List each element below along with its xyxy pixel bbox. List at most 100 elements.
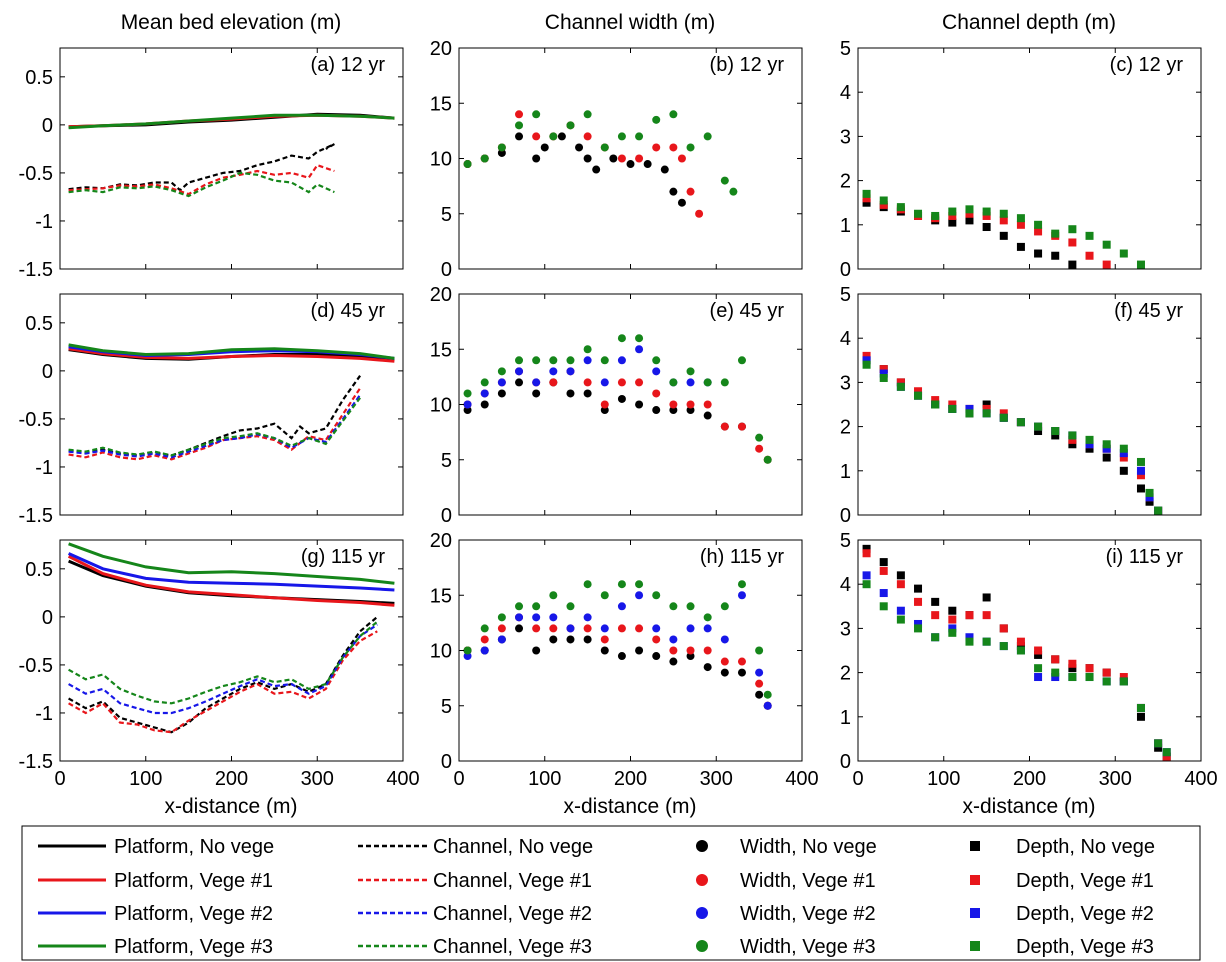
- point-width-vege-3: [720, 176, 729, 185]
- point-width-vege-3: [755, 433, 764, 442]
- point-width-vege-1: [480, 635, 489, 644]
- legend-label-channel-v2: Channel, Vege #2: [433, 903, 592, 925]
- series-platform-vege-3: [68, 343, 395, 360]
- point-width-vege-1: [720, 657, 729, 666]
- point-width-vege-2: [703, 624, 712, 633]
- point-depth-vege-1: [1085, 251, 1094, 260]
- plot-area: [68, 112, 395, 198]
- point-depth-vege-1: [1016, 220, 1025, 229]
- ytick-label: 1: [840, 215, 851, 237]
- point-depth-vege-3: [982, 637, 991, 646]
- point-width-vege-3: [652, 356, 661, 365]
- legend-swatch-depth-v2: [970, 908, 980, 918]
- point-width-vege-2: [497, 635, 506, 644]
- point-width-vege-2: [737, 591, 746, 600]
- legend-box: [21, 825, 1201, 961]
- point-width-no-vege: [463, 406, 472, 415]
- xlabel-width: x-distance (m): [563, 795, 696, 818]
- point-width-vege-1: [703, 646, 712, 655]
- ytick-label: 0: [441, 259, 452, 281]
- point-depth-no-vege: [1016, 242, 1025, 251]
- xtick-label: 300: [1099, 768, 1132, 790]
- xtick-label: 200: [1013, 768, 1046, 790]
- ytick-label: 2: [840, 171, 851, 193]
- point-depth-vege-3: [1068, 431, 1077, 440]
- series-channel-vege-1: [68, 387, 362, 461]
- point-width-no-vege: [480, 400, 489, 409]
- point-depth-no-vege: [1145, 497, 1154, 506]
- point-width-no-vege: [635, 400, 644, 409]
- point-width-vege-3: [652, 115, 661, 124]
- axes-frame: [458, 539, 803, 762]
- panel-label: (f) 45 yr: [1114, 300, 1183, 322]
- point-depth-vege-3: [1068, 225, 1077, 234]
- point-depth-vege-3: [1145, 488, 1154, 497]
- point-width-vege-3: [532, 602, 541, 611]
- point-width-vege-3: [480, 378, 489, 387]
- point-width-no-vege: [532, 154, 541, 163]
- ytick-label: 0: [42, 361, 53, 383]
- ytick-label: 0: [441, 505, 452, 527]
- point-depth-no-vege: [1154, 743, 1163, 752]
- point-width-vege-2: [635, 345, 644, 354]
- point-width-vege-1: [703, 400, 712, 409]
- point-width-vege-2: [532, 613, 541, 622]
- ytick-label: 0: [42, 607, 53, 629]
- ytick-label: 15: [430, 585, 452, 607]
- legend-swatch-width-v1: [696, 874, 708, 886]
- legend-label-channel-v1: Channel, Vege #1: [433, 870, 592, 892]
- point-width-vege-1: [635, 154, 644, 163]
- point-depth-vege-1: [999, 624, 1008, 633]
- point-depth-no-vege: [1051, 251, 1060, 260]
- ytick-label: 10: [430, 641, 452, 663]
- point-depth-vege-3: [982, 409, 991, 418]
- point-depth-vege-3: [1154, 506, 1163, 515]
- ytick-label: -1: [35, 457, 53, 479]
- point-width-vege-3: [763, 690, 772, 699]
- point-width-no-vege: [720, 668, 729, 677]
- point-depth-vege-3: [862, 360, 871, 369]
- panel-width-2: 20 15 10 5 0 (e) 45 yr: [430, 284, 803, 527]
- ytick-label: 5: [840, 284, 851, 306]
- point-width-no-vege: [557, 132, 566, 141]
- point-depth-vege-2: [862, 571, 871, 580]
- point-width-no-vege: [583, 389, 592, 398]
- point-width-vege-1: [583, 378, 592, 387]
- xtick-label: 0: [852, 768, 863, 790]
- point-depth-no-vege: [896, 571, 905, 580]
- point-width-no-vege: [515, 378, 524, 387]
- point-width-no-vege: [617, 652, 626, 661]
- point-width-vege-1: [686, 187, 695, 196]
- point-width-vege-1: [549, 378, 558, 387]
- point-width-vege-1: [549, 624, 558, 633]
- panel-label: (e) 45 yr: [710, 300, 785, 322]
- point-width-vege-3: [686, 367, 695, 376]
- point-width-no-vege: [532, 646, 541, 655]
- series-platform-vege-3: [68, 542, 395, 585]
- point-depth-no-vege: [1085, 444, 1094, 453]
- point-width-vege-2: [635, 591, 644, 600]
- point-width-no-vege: [703, 663, 712, 672]
- point-width-no-vege: [643, 160, 652, 169]
- point-width-vege-1: [635, 378, 644, 387]
- point-depth-vege-3: [1102, 677, 1111, 686]
- point-width-vege-2: [652, 624, 661, 633]
- point-width-vege-3: [617, 132, 626, 141]
- legend-swatch-width-v2: [696, 907, 708, 919]
- point-width-vege-1: [617, 154, 626, 163]
- point-width-vege-3: [566, 602, 575, 611]
- xtick-label: 400: [386, 768, 419, 790]
- point-width-vege-2: [763, 701, 772, 710]
- point-width-vege-3: [480, 154, 489, 163]
- point-depth-vege-3: [931, 633, 940, 642]
- panel-label: (c) 12 yr: [1110, 54, 1184, 76]
- point-width-no-vege: [583, 154, 592, 163]
- point-depth-no-vege: [1068, 664, 1077, 673]
- point-depth-no-vege: [1034, 427, 1043, 436]
- legend-swatch-depth-none: [970, 841, 980, 851]
- ytick-label: 2: [840, 663, 851, 685]
- point-width-no-vege: [592, 165, 601, 174]
- ytick-label: 15: [430, 339, 452, 361]
- point-depth-vege-3: [896, 203, 905, 212]
- series-channel-vege-3: [68, 397, 361, 457]
